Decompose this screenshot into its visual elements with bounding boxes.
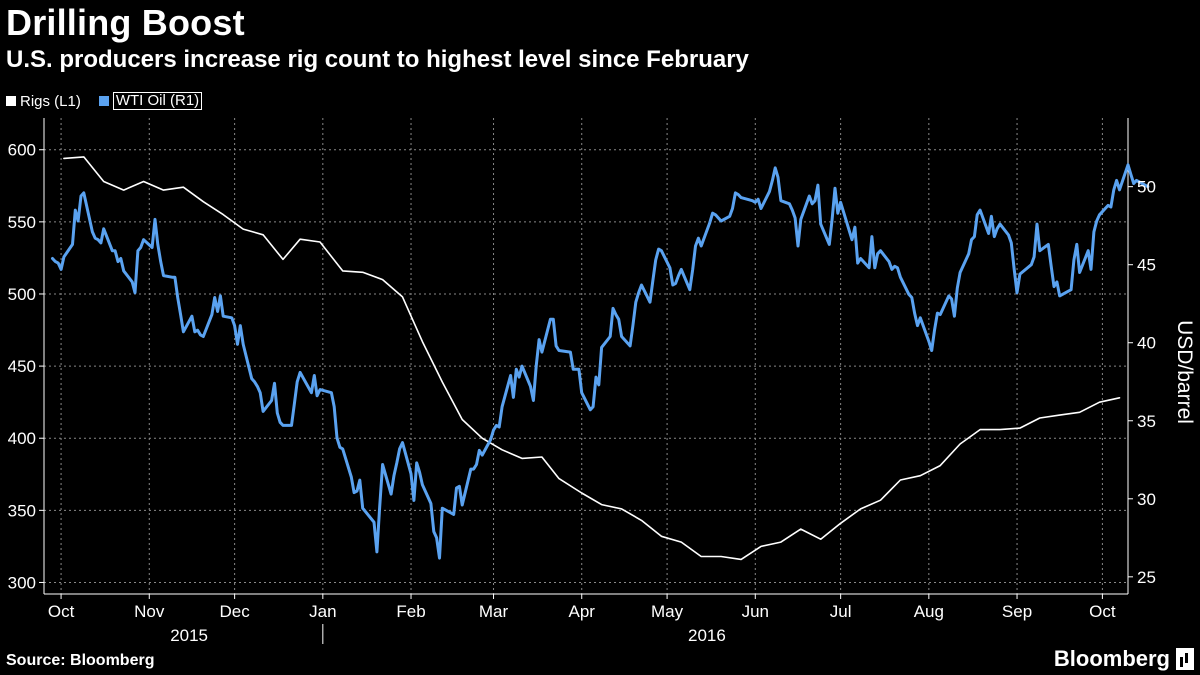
brand-logo: Bloomberg [1054,646,1194,672]
legend-swatch-rigs [6,96,16,106]
bloomberg-logo-icon [1176,648,1194,670]
legend: Rigs (L1) WTI Oil (R1) [6,92,203,110]
left-tick-label: 500 [8,285,36,304]
x-tick-label: Dec [220,602,251,621]
x-tick-label: Jul [830,602,852,621]
x-tick-label: Aug [914,602,944,621]
legend-swatch-wti [98,96,109,106]
right-axis-title: USD/barrel [1173,320,1196,424]
x-tick-label: May [651,602,684,621]
left-tick-label: 550 [8,213,36,232]
x-tick-label: Jan [309,602,336,621]
legend-label-rigs: Rigs (L1) [20,92,81,110]
axis-labels: Oct Nov Dec Jan Feb Mar Apr May Jun Jul Aug Sep Oct 3… [8,141,1196,645]
x-tick-label: Mar [479,602,509,621]
left-tick-label: 600 [8,141,36,160]
right-tick-label: 45 [1137,256,1156,275]
left-tick-label: 300 [8,573,36,592]
x-tick-label: Sep [1002,602,1032,621]
source-note: Source: Bloomberg [6,652,155,669]
axes [39,118,1133,644]
legend-item-wti: WTI Oil (R1) [98,92,203,110]
right-tick-label: 25 [1137,568,1156,587]
right-tick-label: 50 [1137,178,1156,197]
x-tick-label: Oct [48,602,75,621]
x-tick-label: Jun [742,602,769,621]
x-tick-label: Nov [134,602,165,621]
legend-label-wti: WTI Oil (R1) [112,92,203,110]
left-tick-label: 350 [8,501,36,520]
right-tick-label: 40 [1137,334,1156,353]
left-tick-label: 450 [8,357,36,376]
grid-lines [44,118,1128,594]
x-tick-label: Apr [568,602,595,621]
legend-item-rigs: Rigs (L1) [6,93,81,110]
brand-name: Bloomberg [1053,646,1170,671]
chart-subtitle: U.S. producers increase rig count to hig… [6,46,749,73]
series-line-rigs [63,156,1121,561]
series-line-wti-oil [51,163,1150,560]
year-label: 2015 [170,626,208,645]
x-tick-label: Oct [1089,602,1116,621]
right-tick-label: 35 [1137,412,1156,431]
chart-title: Drilling Boost [6,2,245,43]
x-tick-label: Feb [396,602,425,621]
series-lines [51,156,1150,561]
year-label: 2016 [688,626,726,645]
left-tick-label: 400 [8,429,36,448]
right-tick-label: 30 [1137,490,1156,509]
